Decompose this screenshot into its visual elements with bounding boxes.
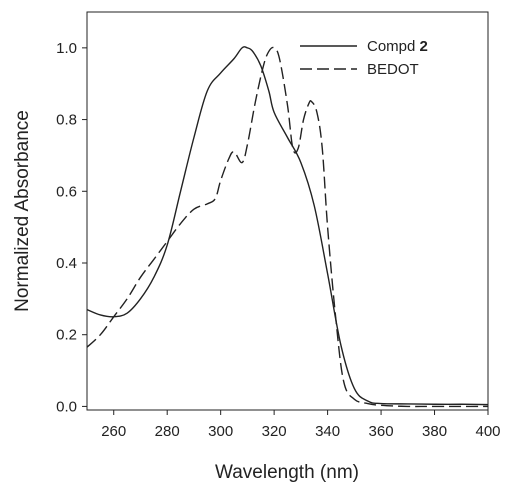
legend-label-bold: 2 xyxy=(420,38,428,55)
y-axis-title: Normalized Absorbance xyxy=(12,110,33,312)
legend-label-text: BEDOT xyxy=(367,61,419,78)
y-tick-label: 0.8 xyxy=(56,112,77,129)
legend-label: BEDOT xyxy=(367,61,419,78)
x-axis-title: Wavelength (nm) xyxy=(215,462,359,483)
plot-frame xyxy=(86,11,489,411)
series-line-bedot xyxy=(86,46,488,408)
series-layer xyxy=(86,46,489,408)
x-tick-label: 320 xyxy=(262,423,287,440)
y-axis-ticks: 0.0 0.2 0.4 0.6 0.8 1.0 xyxy=(56,40,87,415)
x-tick-label: 300 xyxy=(208,423,233,440)
y-tick-label: 0.0 xyxy=(56,398,77,415)
y-tick-label: 0.6 xyxy=(56,183,77,200)
x-tick-label: 280 xyxy=(155,423,180,440)
y-tick-label: 1.0 xyxy=(56,40,77,57)
x-tick-label: 380 xyxy=(422,423,447,440)
legend-label-text: Compd xyxy=(367,38,420,55)
x-tick-label: 260 xyxy=(101,423,126,440)
x-tick-label: 360 xyxy=(369,423,394,440)
y-tick-label: 0.4 xyxy=(56,255,77,272)
x-tick-label: 400 xyxy=(475,423,500,440)
x-tick-label: 340 xyxy=(315,423,340,440)
y-tick-label: 0.2 xyxy=(56,327,77,344)
legend-label: Compd 2 xyxy=(367,38,428,55)
x-axis-ticks: 260 280 300 320 340 360 380 400 xyxy=(101,410,501,440)
series-line-compd-2 xyxy=(86,46,489,406)
